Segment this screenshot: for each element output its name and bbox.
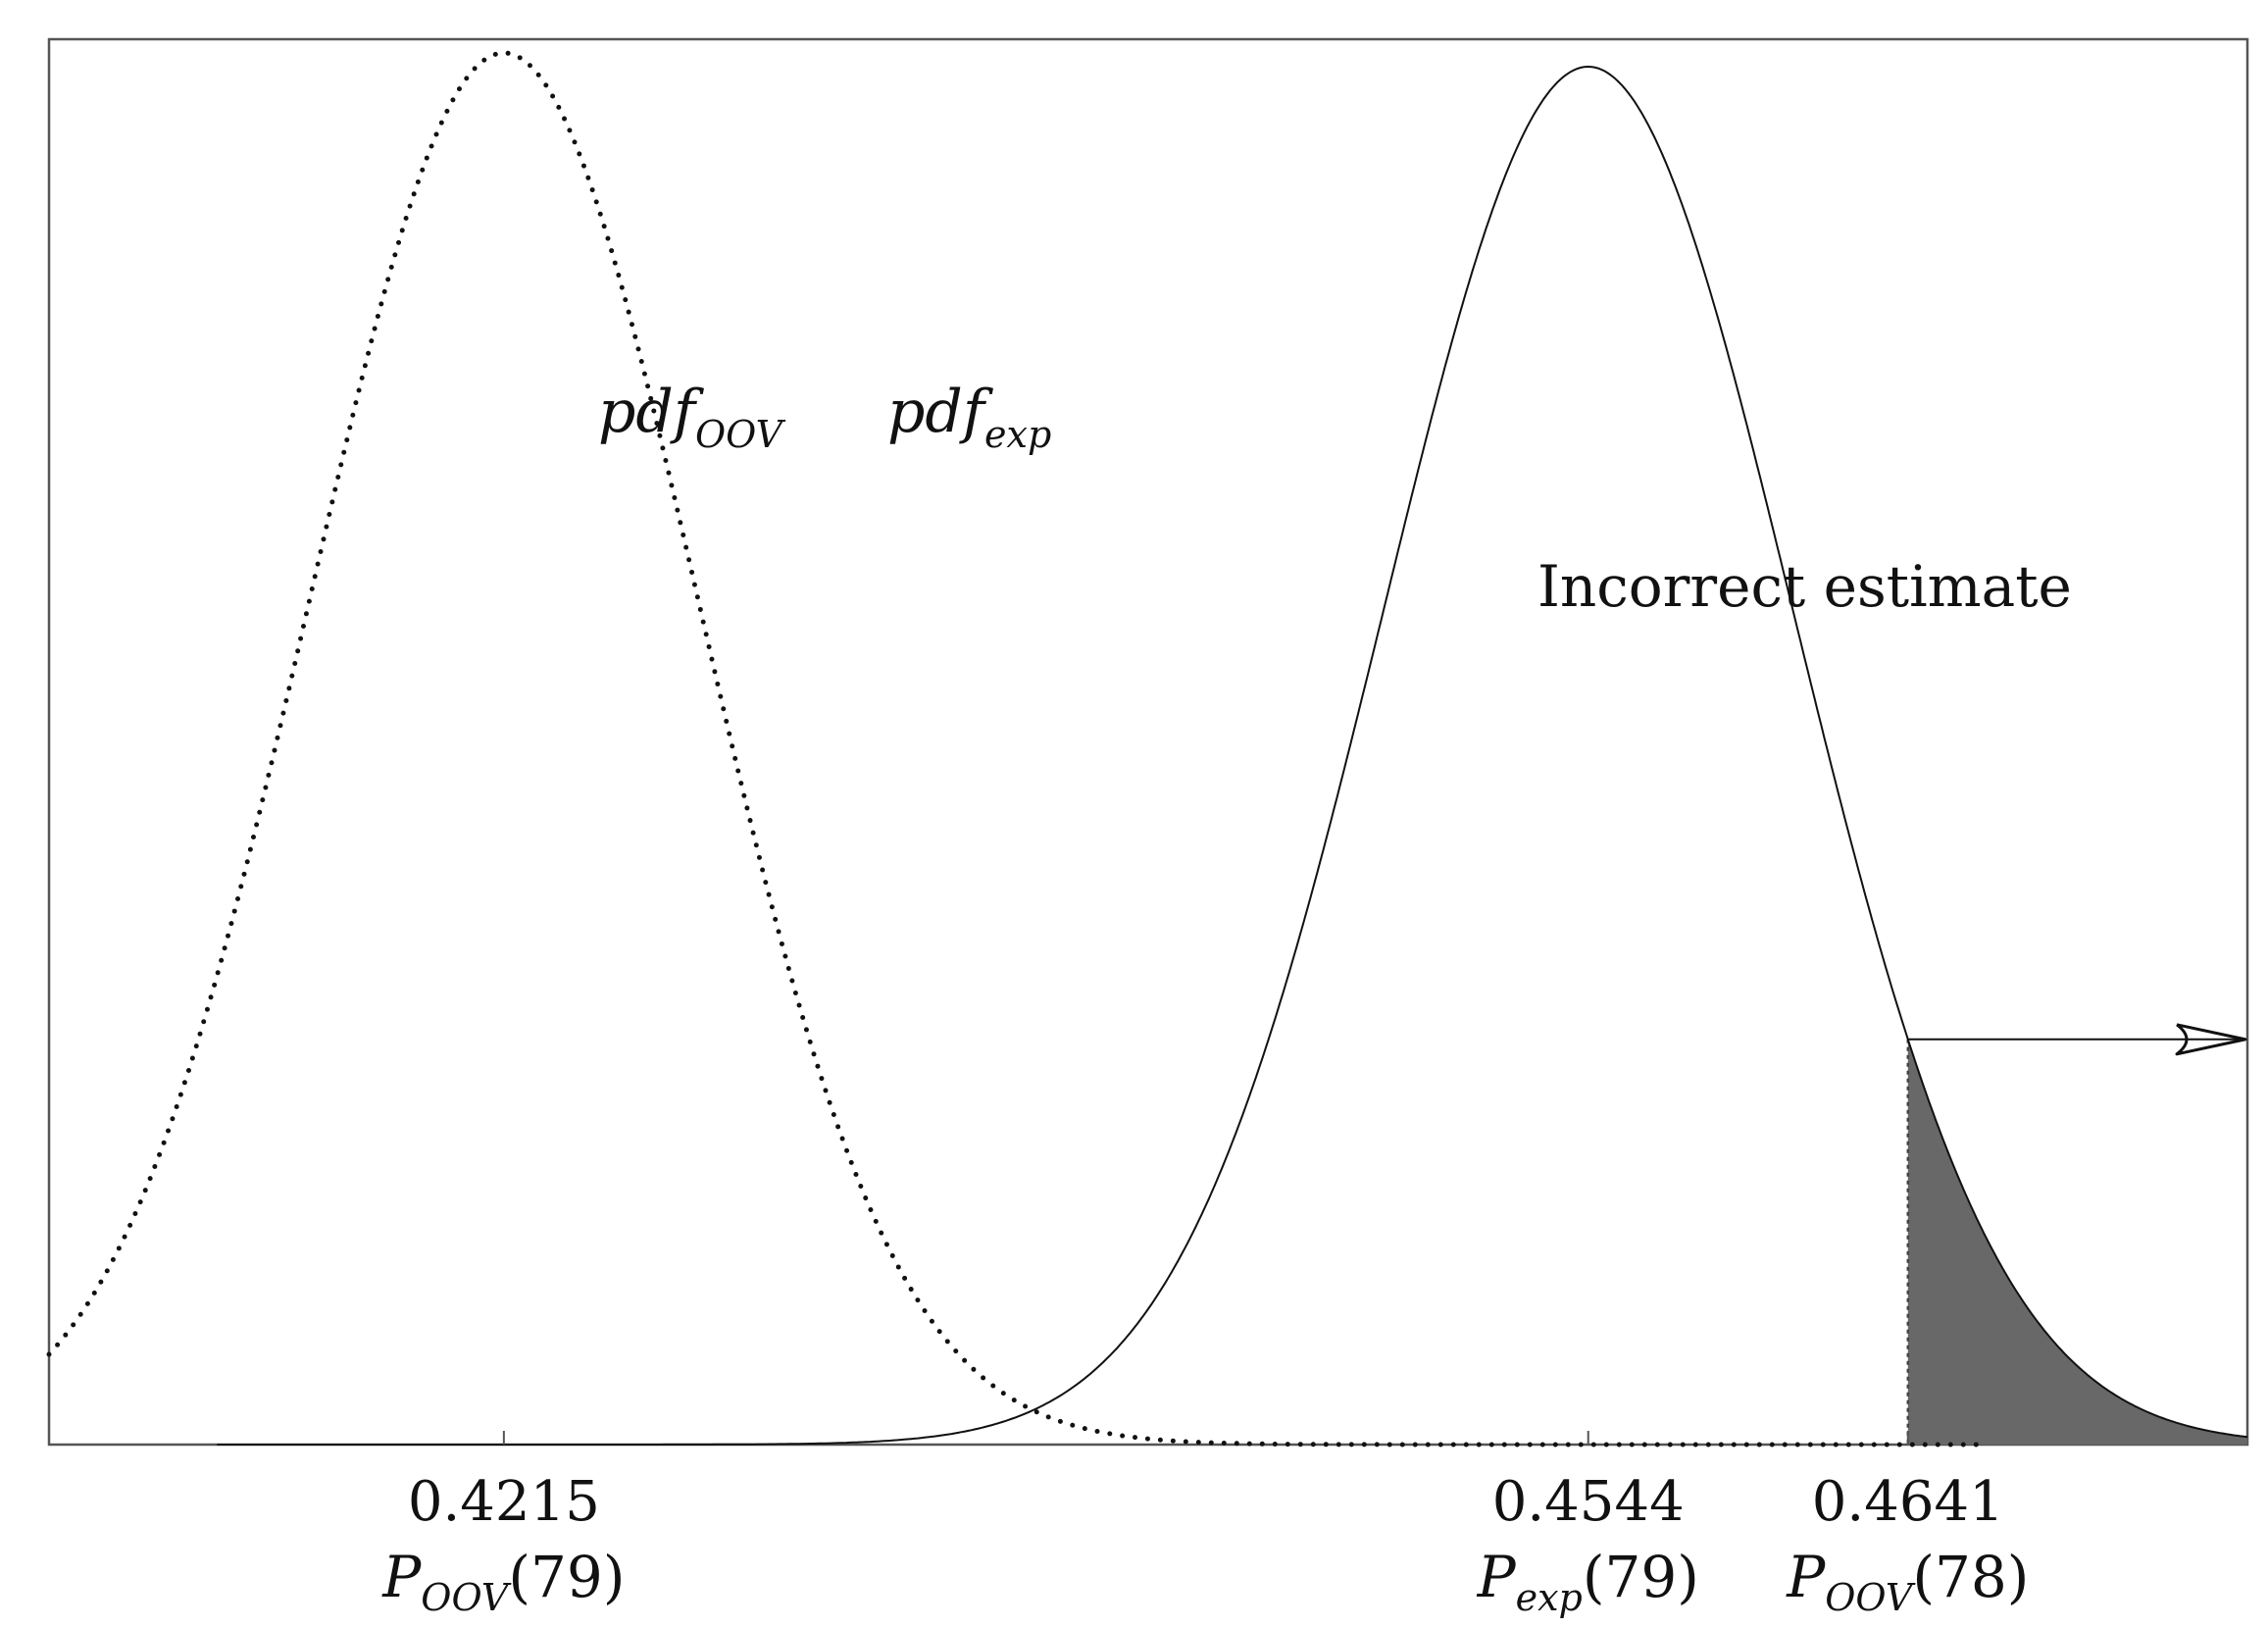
x-tick-symbol-1: Pexp(79) bbox=[1477, 1544, 1699, 1619]
series-label-pdf-oov: pdfOOV bbox=[598, 378, 786, 456]
series-label-pdf-oov-main: pdf bbox=[598, 378, 705, 446]
x-tick-symbol-2: POOV(78) bbox=[1786, 1544, 2029, 1619]
shaded-tail-area bbox=[1907, 1039, 2247, 1445]
annotation-incorrect-estimate: Incorrect estimate bbox=[1537, 553, 2072, 620]
series-pdf-exp-curve bbox=[217, 65, 2248, 1446]
series-label-pdf-exp-main: pdf bbox=[887, 378, 994, 446]
x-tick-label-1: 0.4544 bbox=[1492, 1470, 1685, 1534]
x-tick-symbol-0: POOV(79) bbox=[381, 1544, 625, 1619]
annotation-arrowhead bbox=[2175, 1023, 2247, 1056]
x-tick-label-0: 0.4215 bbox=[408, 1470, 600, 1534]
x-axis-ticks: 0.4215 POOV(79) 0.4544 Pexp(79) 0.4641 POOV(7… bbox=[381, 1431, 2029, 1619]
x-tick-label-2: 0.4641 bbox=[1812, 1470, 2004, 1534]
series-pdf-oov-curve bbox=[46, 50, 1987, 1448]
series-label-pdf-oov-sub: OOV bbox=[695, 413, 786, 456]
plot-frame bbox=[47, 37, 2249, 1447]
series-label-pdf-exp-sub: exp bbox=[984, 413, 1051, 456]
series-label-pdf-exp: pdfexp bbox=[887, 378, 1051, 456]
